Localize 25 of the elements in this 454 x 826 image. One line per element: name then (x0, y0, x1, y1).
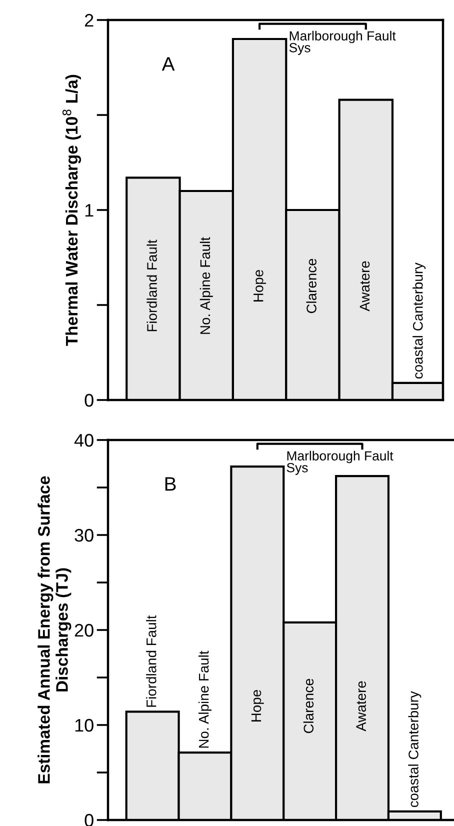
category-label: coastal Canterbury (412, 262, 426, 379)
y-tick-label: 0 (84, 394, 94, 407)
category-label: Fiordland Fault (146, 615, 156, 707)
category-label: Hope (254, 270, 266, 302)
category-label: Awatere (356, 681, 366, 732)
y-tick-label: 10 (75, 718, 94, 732)
annotation: Marlborough Fault Sys (286, 450, 394, 475)
annotation: A (162, 57, 175, 71)
category-label: Clarence (303, 678, 314, 734)
y-tick-label: 40 (74, 434, 94, 447)
y-axis-title: Estimated Annual Energy from Surface Discharges (TJ) (38, 476, 72, 784)
category-label: Fiordland Fault (146, 240, 157, 332)
annotation: Marlborough Fault Sys (289, 30, 396, 55)
y-tick-label: 30 (74, 528, 94, 542)
category-label: No. Alpine Fault (200, 237, 213, 334)
category-label: Clarence (306, 258, 316, 314)
y-tick-label: 2 (84, 14, 94, 27)
y-tick-label: 1 (85, 204, 94, 217)
category-label: Awatere (360, 261, 370, 312)
y-axis-title: Thermal Water Discharge (10$^{8}$ L/a) (62, 74, 82, 346)
category-label: coastal Canterbury (408, 691, 422, 808)
y-tick-label: 20 (74, 624, 94, 637)
category-label: No. Alpine Fault (198, 650, 212, 748)
category-label: Hope (251, 690, 264, 722)
annotation: B (165, 477, 176, 491)
